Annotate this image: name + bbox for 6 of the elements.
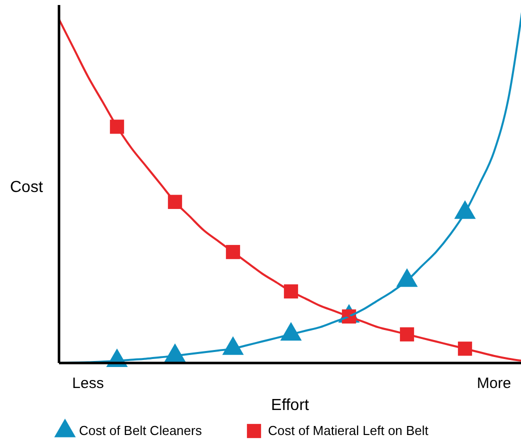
legend-label: Cost of Matieral Left on Belt: [268, 423, 429, 438]
y-axis-title: Cost: [10, 179, 44, 196]
legend-label: Cost of Belt Cleaners: [79, 423, 202, 438]
x-axis-title: Effort: [271, 397, 310, 414]
x-tick-label: Less: [72, 375, 104, 392]
x-tick-label: More: [476, 375, 512, 392]
